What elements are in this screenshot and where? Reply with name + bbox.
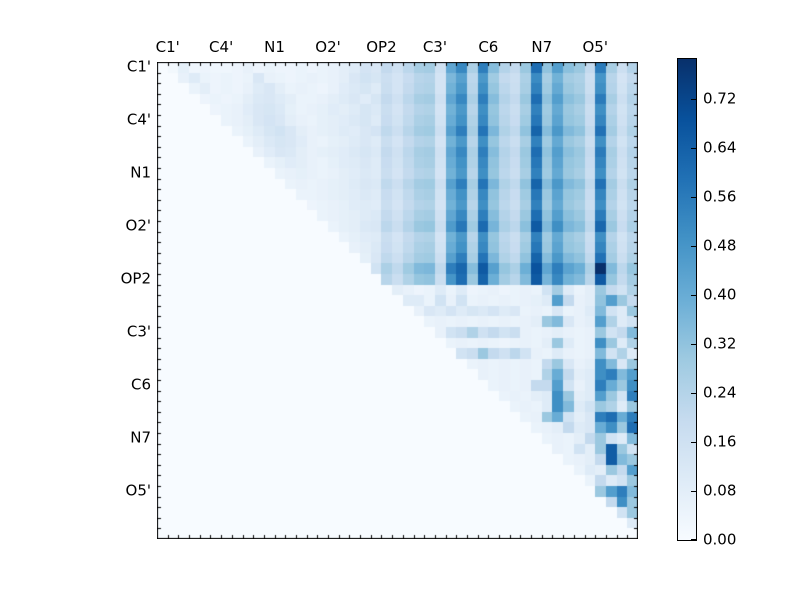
y-tick-label: O2'	[125, 216, 151, 235]
colorbar-tick-mark	[691, 295, 696, 296]
x-tick-label: N7	[531, 38, 553, 56]
x-tick-label: N1	[264, 38, 285, 56]
colorbar-tick-mark	[691, 99, 696, 100]
colorbar-tick-label: 0.64	[703, 138, 737, 157]
y-tick-label: C6	[130, 375, 151, 394]
colorbar-tick-label: 0.08	[703, 481, 737, 500]
y-tick-label: N7	[130, 428, 151, 447]
y-tick-label: N1	[130, 163, 151, 182]
y-tick-label: O5'	[125, 481, 151, 500]
colorbar-tick-label: 0.56	[703, 187, 737, 206]
y-tick-label: C3'	[126, 322, 151, 341]
colorbar-tick-mark	[691, 442, 696, 443]
colorbar-tick-label: 0.72	[703, 89, 737, 108]
colorbar-tick-label: 0.48	[703, 236, 737, 255]
colorbar-tick-mark	[691, 344, 696, 345]
colorbar-tick-mark	[691, 539, 696, 540]
y-tick-label: C4'	[126, 110, 151, 129]
y-tick-label: OP2	[120, 269, 151, 288]
colorbar-tick-label: 0.00	[703, 530, 737, 549]
colorbar-tick-label: 0.32	[703, 334, 737, 353]
x-tick-label: C1'	[155, 38, 180, 56]
colorbar-tick-mark	[691, 246, 696, 247]
colorbar-tick-label: 0.40	[703, 285, 737, 304]
colorbar-tick-label: 0.16	[703, 432, 737, 451]
x-tick-label: C3'	[422, 38, 447, 56]
colorbar	[677, 58, 697, 541]
heatmap-canvas	[157, 62, 638, 539]
colorbar-tick-mark	[691, 197, 696, 198]
colorbar-tick-mark	[691, 393, 696, 394]
x-tick-label: C4'	[209, 38, 234, 56]
colorbar-tick-mark	[691, 148, 696, 149]
x-tick-label: O5'	[582, 38, 608, 56]
x-tick-label: C6	[478, 38, 499, 56]
x-tick-label: OP2	[366, 38, 397, 56]
colorbar-tick-mark	[691, 491, 696, 492]
x-tick-label: O2'	[315, 38, 341, 56]
colorbar-tick-label: 0.24	[703, 383, 737, 402]
y-tick-label: C1'	[126, 57, 151, 76]
